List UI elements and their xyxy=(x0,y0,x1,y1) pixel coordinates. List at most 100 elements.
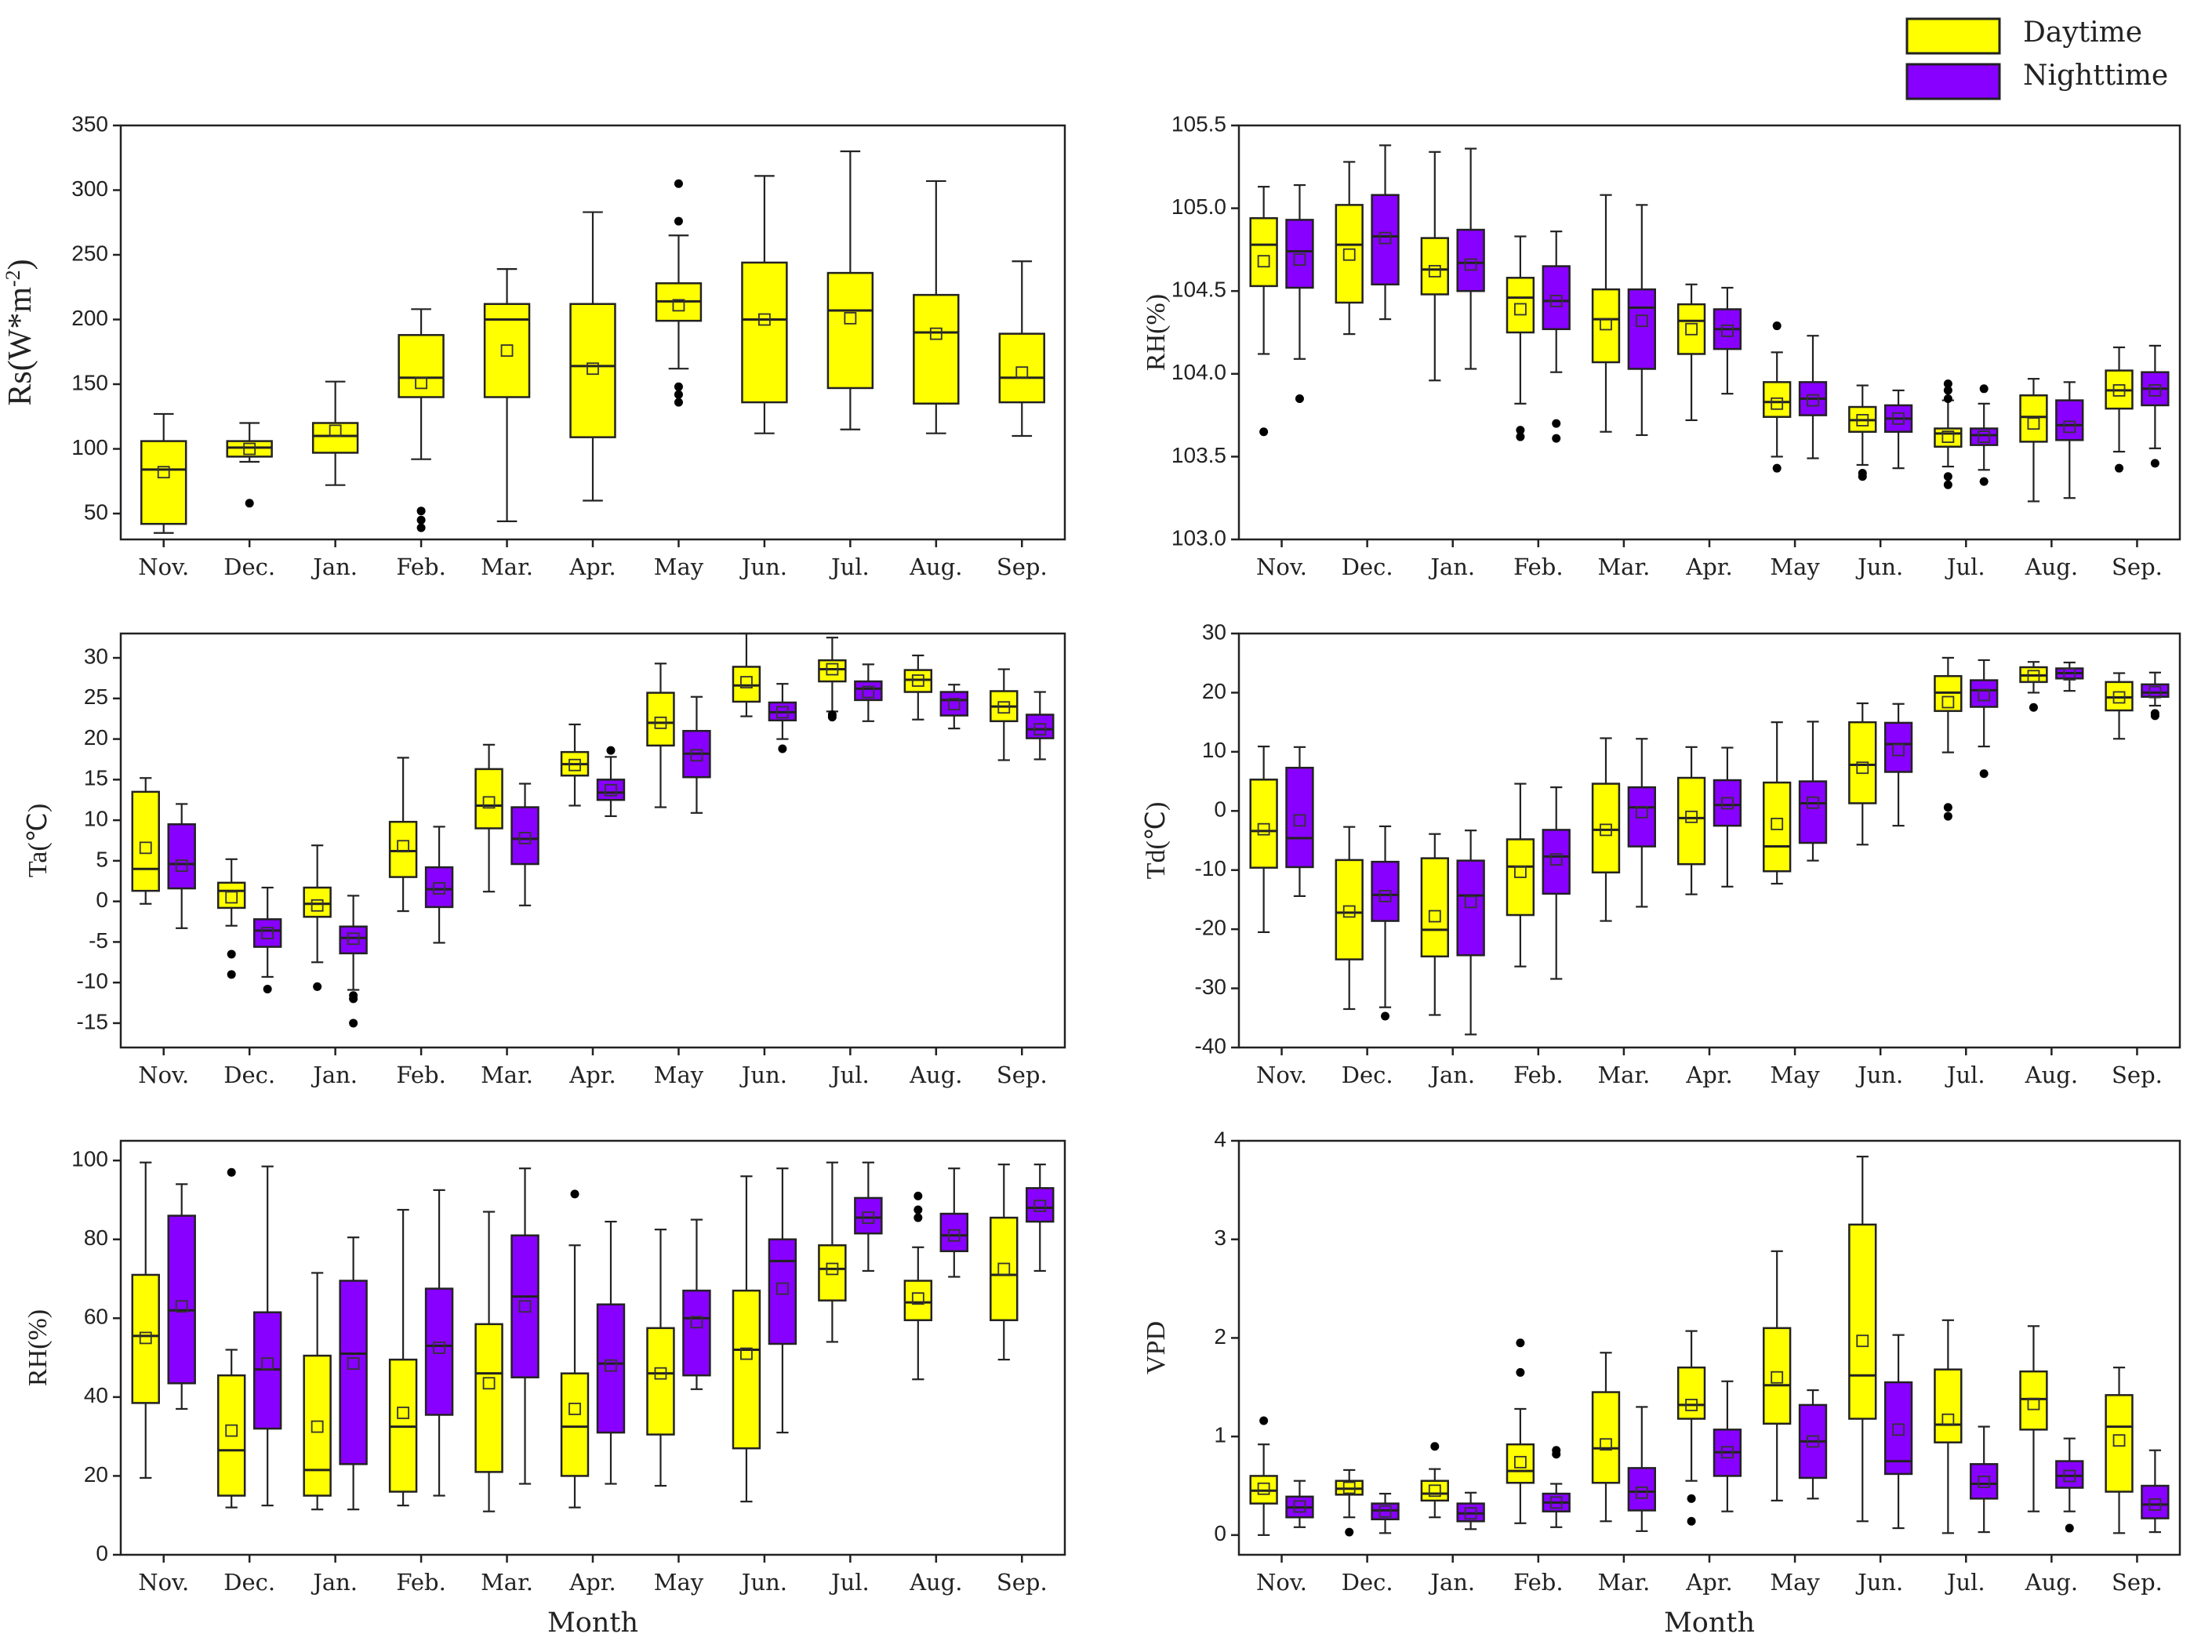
box-iqr xyxy=(939,691,969,717)
outlier-point xyxy=(2065,1523,2074,1533)
outlier-point xyxy=(227,1167,236,1177)
panel-ta: -15 -10 -5 0 5 10 15 20 25 30 Nov. Dec. Jan. Feb. Mar.… xyxy=(24,632,1066,1088)
outlier-point xyxy=(416,523,426,532)
box-mean-marker xyxy=(1378,1505,1392,1518)
box-iqr xyxy=(424,1287,454,1416)
box-mean-marker xyxy=(225,1424,238,1437)
x-tick-label: Jun. xyxy=(739,554,787,580)
y-tick-label: 250 xyxy=(71,241,108,265)
outlier-point xyxy=(1858,469,1867,478)
box-iqr xyxy=(252,918,282,948)
y-tick-label: 30 xyxy=(1202,619,1226,644)
box-mean-marker xyxy=(1015,366,1029,379)
y-tick-label: 4 xyxy=(1214,1127,1226,1151)
box-mean-marker xyxy=(1428,910,1441,923)
box-iqr xyxy=(1763,381,1792,418)
y-tick-label: 2 xyxy=(1214,1324,1226,1349)
outlier-point xyxy=(2115,463,2124,473)
y-tick-label: 350 xyxy=(71,111,108,136)
box-mean-marker xyxy=(1342,1481,1356,1494)
x-tick-label: Jul. xyxy=(1945,1569,1985,1596)
box-mean-marker xyxy=(1635,805,1648,819)
box-mean-marker xyxy=(347,932,360,946)
outlier-point xyxy=(674,382,683,391)
box-mean-marker xyxy=(758,313,771,326)
x-tick-label: May xyxy=(654,1569,704,1596)
outlier-point xyxy=(416,515,426,525)
box-iqr xyxy=(1970,1463,1999,1500)
panel-td: -40 -30 -20 -10 0 10 20 30 Nov. Dec. Jan. Feb. Mar. A… xyxy=(1142,619,2181,1088)
box-iqr xyxy=(339,1280,368,1465)
box-mean-marker xyxy=(329,424,342,438)
plot-frame xyxy=(1237,1139,2181,1556)
outlier-point xyxy=(227,970,236,979)
box-iqr xyxy=(1542,265,1571,331)
box-mean-marker xyxy=(1033,1200,1047,1212)
outlier-point xyxy=(674,216,683,226)
box-mean-marker xyxy=(2112,384,2126,397)
box-iqr xyxy=(2141,1484,2170,1519)
box-mean-marker xyxy=(1293,1500,1306,1513)
box-iqr xyxy=(1506,1443,1535,1484)
x-tick-label: Sep. xyxy=(2112,1062,2163,1088)
box-mean-marker xyxy=(1549,853,1563,866)
box-mean-marker xyxy=(1514,1455,1527,1469)
box-mean-marker xyxy=(433,882,445,895)
x-tick-label: Mar. xyxy=(1597,554,1650,580)
outlier-point xyxy=(778,744,787,753)
x-tick-label: Aug. xyxy=(2025,554,2078,580)
legend-swatch-nighttime xyxy=(1905,63,2001,100)
box-mean-marker xyxy=(139,1331,152,1345)
box-mean-marker xyxy=(1378,890,1392,902)
outlier-point xyxy=(313,982,322,991)
box-mean-marker xyxy=(1941,1413,1955,1426)
outlier-point xyxy=(674,390,683,399)
x-tick-label: Mar. xyxy=(481,554,533,580)
outlier-point xyxy=(1979,769,1989,779)
box-mean-marker xyxy=(1892,412,1905,425)
box-mean-marker xyxy=(1464,258,1477,271)
outlier-point xyxy=(1687,1494,1696,1503)
x-tick-label: Aug. xyxy=(909,1062,962,1088)
x-tick-label: Jul. xyxy=(829,1062,870,1088)
y-tick-label: 0 xyxy=(1214,797,1226,822)
y-tick-label: -5 xyxy=(89,928,108,953)
box-mean-marker xyxy=(1257,1482,1270,1495)
box-mean-marker xyxy=(1892,743,1905,757)
box-mean-marker xyxy=(433,1342,445,1354)
box-mean-marker xyxy=(500,344,514,358)
y-tick-label: 10 xyxy=(1202,738,1226,762)
box-mean-marker xyxy=(175,859,188,872)
box-mean-marker xyxy=(1600,318,1612,331)
box-mean-marker xyxy=(775,1282,789,1295)
box-mean-marker xyxy=(1856,414,1869,427)
box-iqr xyxy=(1506,277,1535,334)
box-iqr xyxy=(1934,1368,1963,1443)
box-mean-marker xyxy=(1807,796,1819,809)
x-tick-label: Dec. xyxy=(1342,1062,1393,1088)
box-mean-marker xyxy=(2063,668,2076,681)
x-tick-label: Jun. xyxy=(1855,1062,1903,1088)
box-iqr xyxy=(1335,204,1364,304)
x-tick-label: Apr. xyxy=(568,554,616,580)
box-mean-marker xyxy=(1428,1484,1441,1498)
box-iqr xyxy=(596,1303,626,1434)
box-mean-marker xyxy=(397,1407,410,1419)
outlier-point xyxy=(1772,321,1782,331)
box-mean-marker xyxy=(347,1357,360,1371)
box-iqr xyxy=(818,659,847,683)
outlier-point xyxy=(1516,1338,1525,1348)
box-mean-marker xyxy=(654,716,667,729)
box-mean-marker xyxy=(518,1300,532,1313)
box-iqr xyxy=(1456,228,1485,292)
y-tick-label: 3 xyxy=(1214,1225,1226,1250)
box-iqr xyxy=(474,768,503,830)
x-tick-label: Nov. xyxy=(1256,1062,1307,1088)
plot-frame xyxy=(1237,124,2181,541)
box-mean-marker xyxy=(947,698,961,710)
box-mean-marker xyxy=(415,376,427,390)
box-mean-marker xyxy=(482,796,496,809)
x-tick-label: Sep. xyxy=(997,1062,1048,1088)
outlier-point xyxy=(1943,379,1952,388)
x-tick-label: Mar. xyxy=(1597,1062,1650,1088)
